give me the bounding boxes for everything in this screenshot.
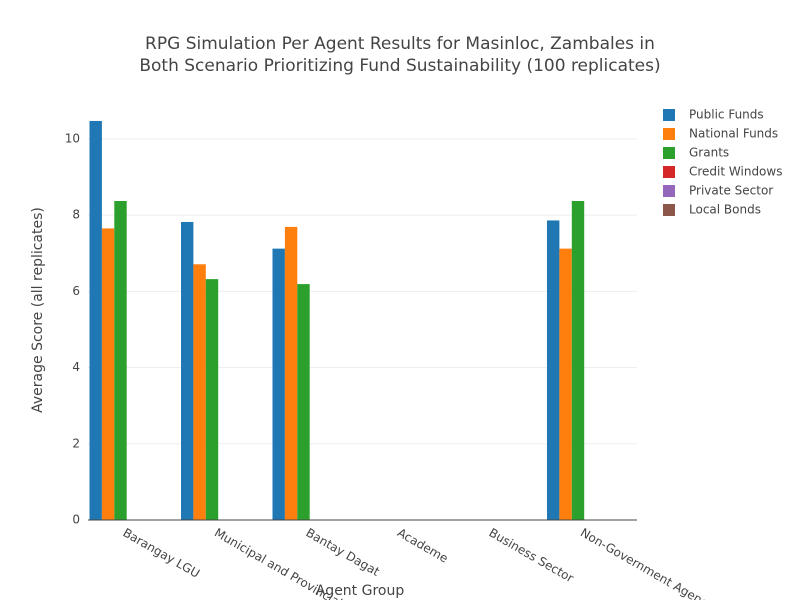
bar — [559, 248, 572, 520]
bar — [284, 226, 298, 520]
legend-label: National Funds — [689, 127, 778, 141]
legend-swatch — [663, 147, 675, 159]
bar — [181, 221, 194, 520]
bar — [297, 284, 310, 520]
legend-label: Private Sector — [689, 184, 773, 198]
bar — [272, 248, 285, 520]
legend-label: Public Funds — [689, 108, 764, 122]
bar — [89, 120, 102, 521]
x-tick-label: Barangay LGU — [121, 526, 203, 581]
x-tick-label: Bantay Dagat — [304, 526, 383, 579]
bar — [571, 200, 585, 521]
bar — [193, 264, 206, 520]
legend-label: Credit Windows — [689, 165, 782, 179]
y-tick-label: 10 — [65, 131, 80, 145]
legend-label: Grants — [689, 146, 729, 160]
legend-label: Local Bonds — [689, 203, 761, 217]
bar — [205, 279, 219, 520]
legend-swatch — [663, 204, 675, 216]
chart-title: Both Scenario Prioritizing Fund Sustaina… — [139, 56, 660, 76]
legend-swatch — [663, 109, 675, 121]
bar — [114, 200, 127, 521]
y-tick-label: 4 — [72, 360, 80, 374]
bar — [547, 220, 560, 520]
x-tick-label: Academe — [395, 526, 451, 566]
legend-swatch — [663, 166, 675, 178]
x-axis-title: Agent Group — [316, 583, 405, 599]
y-tick-label: 2 — [72, 436, 80, 450]
y-axis-title: Average Score (all replicates) — [30, 207, 46, 413]
y-tick-label: 0 — [72, 513, 80, 527]
y-tick-label: 6 — [72, 284, 80, 298]
x-tick-label: Non-Government Agencies — [578, 526, 725, 600]
legend-swatch — [663, 128, 675, 140]
legend-swatch — [663, 185, 675, 197]
x-tick-label: Business Sector — [487, 526, 577, 586]
bar — [101, 228, 115, 520]
chart-title: RPG Simulation Per Agent Results for Mas… — [145, 34, 655, 54]
y-tick-label: 8 — [72, 208, 80, 222]
